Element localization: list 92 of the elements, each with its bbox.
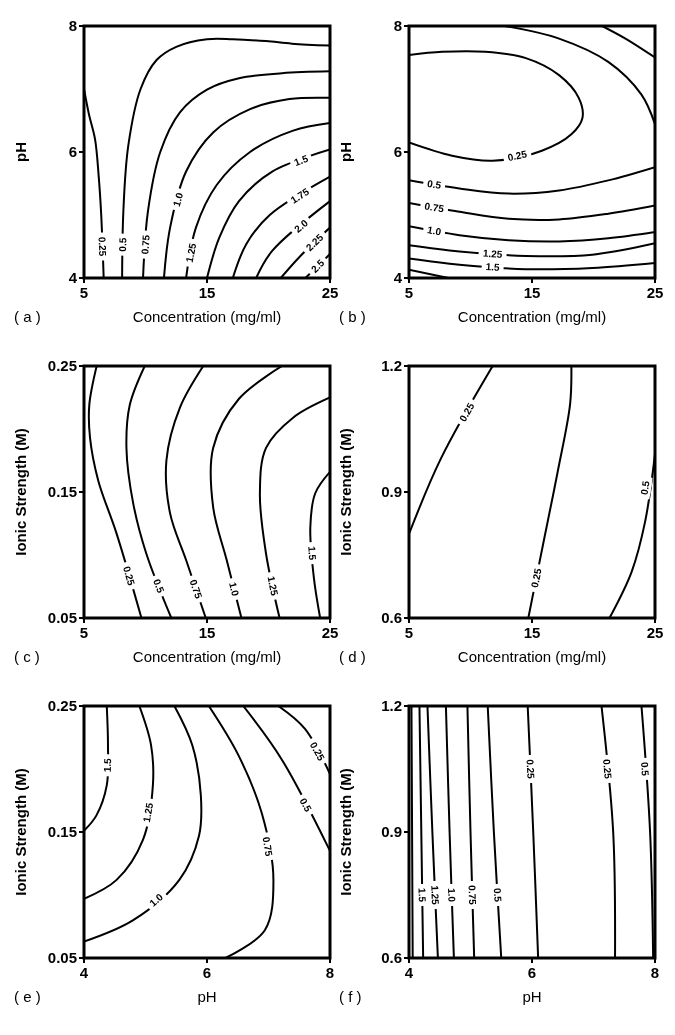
text: 1.5 <box>101 757 114 773</box>
x-tick-label: 8 <box>650 964 660 981</box>
text: 2.0 <box>292 217 311 235</box>
text: 0.5 <box>638 479 652 496</box>
text: ( c ) <box>14 648 40 665</box>
text: 0.25 <box>524 759 537 780</box>
text: 0.75 <box>260 835 275 858</box>
x-tick-label: 15 <box>198 284 216 301</box>
text: 0.75 <box>423 200 446 215</box>
text: 0.5 <box>297 796 315 815</box>
x-tick-label: 6 <box>527 964 537 981</box>
text: ( f ) <box>339 988 362 1005</box>
text: 1.25 <box>265 575 281 597</box>
x-tick-label: 15 <box>523 624 541 641</box>
x-tick-label: 25 <box>321 624 339 641</box>
y-tick-label: 0.25 <box>47 357 77 375</box>
text: 0.5 <box>151 577 167 595</box>
y-tick-label: 4 <box>68 269 78 287</box>
x-tick-label: 6 <box>202 964 212 981</box>
text: 1.0 <box>170 190 186 208</box>
y-tick-label: 0.6 <box>381 609 402 627</box>
y-tick-label: 0.05 <box>47 949 77 967</box>
text: 0.5 <box>639 761 651 777</box>
x-axis-title: Concentration (mg/ml) <box>132 648 282 665</box>
text: 1.5 <box>416 887 428 903</box>
text: 0.25 <box>600 758 614 780</box>
y-tick-label: 0.9 <box>381 483 402 501</box>
y-tick-label: 6 <box>393 143 402 161</box>
text: ( a ) <box>14 308 41 325</box>
x-tick-label: 25 <box>321 284 339 301</box>
text: 1.0 <box>426 224 443 238</box>
text: 1.0 <box>227 580 242 598</box>
x-tick-label: 5 <box>404 624 414 641</box>
x-tick-label: 25 <box>646 284 664 301</box>
x-tick-label: 4 <box>79 964 89 981</box>
text: 0.25 <box>120 564 138 588</box>
x-tick-label: 8 <box>325 964 335 981</box>
text: 0.75 <box>466 885 479 906</box>
y-tick-label: 6 <box>68 143 77 161</box>
text: 2.5 <box>308 256 327 275</box>
x-tick-label: 4 <box>404 964 414 981</box>
text: 1.75 <box>288 185 312 206</box>
x-axis-title: Concentration (mg/ml) <box>457 648 607 665</box>
y-axis-title: Ionic Strength (M) <box>337 428 354 556</box>
y-tick-label: 8 <box>68 17 77 35</box>
text: 1.5 <box>306 545 319 561</box>
text: 1.0 <box>147 891 166 909</box>
y-axis-title: pH <box>12 142 29 162</box>
text: ( e ) <box>14 988 41 1005</box>
x-axis-title: pH <box>522 988 542 1005</box>
y-axis-title: pH <box>337 142 354 162</box>
text: ( b ) <box>339 308 366 325</box>
y-tick-label: 0.15 <box>47 823 77 841</box>
x-tick-label: 5 <box>79 284 89 301</box>
text: 0.25 <box>506 148 529 164</box>
text: ( d ) <box>339 648 366 665</box>
text: 1.5 <box>292 152 310 169</box>
text: 0.75 <box>139 234 152 255</box>
y-tick-label: 0.05 <box>47 609 77 627</box>
x-tick-label: 15 <box>198 624 216 641</box>
y-tick-label: 1.2 <box>381 357 402 375</box>
text: 0.25 <box>96 236 109 257</box>
y-tick-label: 1.2 <box>381 697 402 715</box>
y-tick-label: 8 <box>393 17 402 35</box>
y-tick-label: 0.6 <box>381 949 402 967</box>
text: 1.25 <box>140 801 156 824</box>
x-tick-label: 5 <box>79 624 89 641</box>
text: 0.25 <box>457 400 477 424</box>
y-tick-label: 0.9 <box>381 823 402 841</box>
text: 1.0 <box>446 887 458 903</box>
text: 1.25 <box>429 885 442 906</box>
text: 0.5 <box>491 887 504 903</box>
x-axis-title: Concentration (mg/ml) <box>132 308 282 325</box>
text: 1.25 <box>183 241 199 264</box>
y-axis-title: Ionic Strength (M) <box>337 768 354 896</box>
y-tick-label: 0.15 <box>47 483 77 501</box>
x-tick-label: 25 <box>646 624 664 641</box>
text: 0.5 <box>117 237 129 252</box>
y-tick-label: 4 <box>393 269 403 287</box>
x-axis-title: pH <box>197 988 217 1005</box>
series-label: 1.25 <box>482 247 504 260</box>
y-axis-title: Ionic Strength (M) <box>12 768 29 896</box>
text: 0.25 <box>307 740 328 763</box>
y-tick-label: 0.25 <box>47 697 77 715</box>
x-axis-title: Concentration (mg/ml) <box>457 308 607 325</box>
y-axis-title: Ionic Strength (M) <box>12 428 29 556</box>
x-tick-label: 15 <box>523 284 541 301</box>
series-label: 1.5 <box>485 261 501 273</box>
text: 0.25 <box>529 567 544 589</box>
text: 0.5 <box>426 177 443 192</box>
x-tick-label: 5 <box>404 284 414 301</box>
text: 0.75 <box>187 578 205 601</box>
